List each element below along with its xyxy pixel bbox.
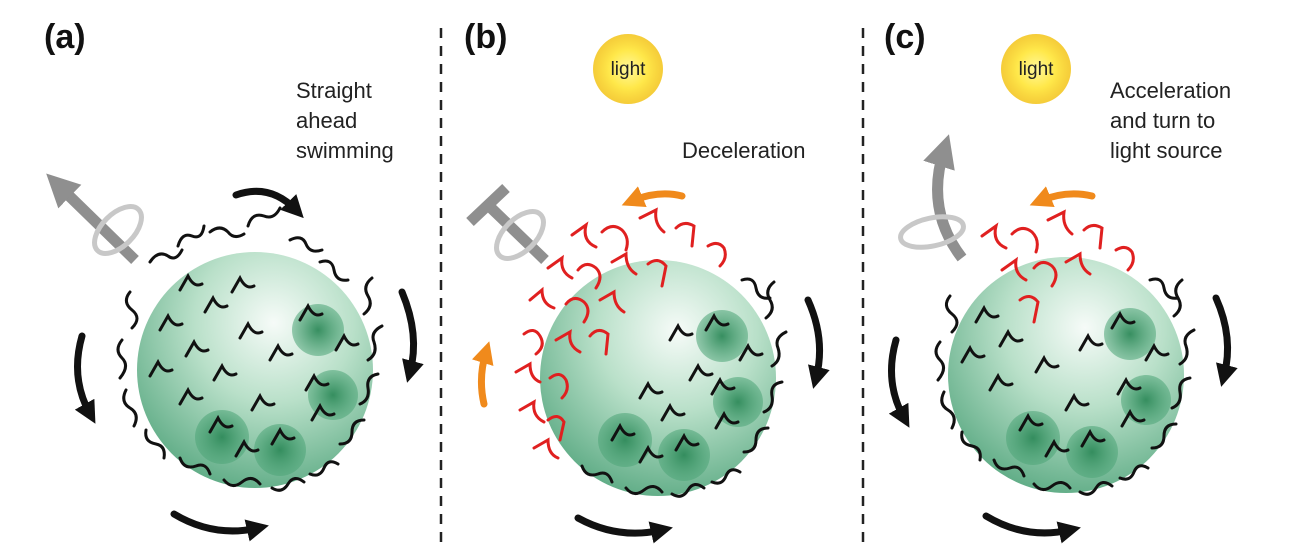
rotation-arrow: [982, 512, 1081, 544]
caption-line: Acceleration: [1110, 78, 1231, 103]
counter-rotation-arrow: [621, 186, 686, 207]
panel-label: (c): [884, 18, 926, 56]
rotation-ring: [494, 209, 546, 261]
turning-axis-arrow: [898, 134, 967, 262]
caption-line: and turn to: [1110, 108, 1215, 133]
light-label: light: [611, 59, 647, 80]
flagella-reversed: [514, 207, 727, 460]
light-label: light: [1019, 59, 1055, 80]
volvox-colony: [137, 252, 373, 488]
caption-line: Straight: [296, 78, 372, 103]
daughter-colony: [195, 410, 249, 464]
rotation-arrows: [74, 187, 424, 542]
rotation-arrow: [74, 332, 96, 424]
caption-line: Deceleration: [682, 138, 806, 163]
flagella-normal: [116, 206, 384, 492]
daughter-colony: [292, 304, 344, 356]
panel-b: (b) light Deceleration: [464, 18, 830, 544]
swimming-axis-arrow: [46, 173, 144, 264]
counter-rotation-arrow: [472, 341, 494, 408]
light-source: light: [1001, 34, 1071, 104]
rotation-arrow: [1212, 294, 1238, 387]
rotation-ring: [898, 214, 966, 250]
daughter-colony: [696, 310, 748, 362]
volvox-colony: [948, 257, 1184, 493]
swimming-axis-brake: [466, 184, 549, 264]
rotation-arrow: [804, 296, 830, 389]
rotation-arrows: [472, 186, 830, 544]
daughter-colony: [658, 429, 710, 481]
flagella-reversed: [980, 209, 1135, 324]
rotation-arrows: [888, 186, 1238, 544]
rotation-arrow: [398, 288, 424, 383]
flagella-normal: [934, 277, 1196, 496]
rotation-ring: [92, 204, 144, 256]
volvox-colony: [540, 260, 776, 496]
flagella-normal: [580, 277, 788, 498]
caption-line: ahead: [296, 108, 357, 133]
panel-label: (b): [464, 18, 507, 56]
daughter-colony: [1104, 308, 1156, 360]
panel-label: (a): [44, 18, 86, 56]
counter-rotation-arrow: [1029, 186, 1096, 207]
rotation-arrow: [170, 510, 269, 542]
daughter-colony: [1006, 411, 1060, 465]
caption-line: light source: [1110, 138, 1223, 163]
panel-a: (a) Straight ahead swimming: [44, 18, 424, 542]
caption-line: swimming: [296, 138, 394, 163]
panel-c: (c) light Acceleration and turn to light…: [884, 18, 1238, 544]
rotation-arrow: [574, 514, 673, 544]
light-source: light: [593, 34, 663, 104]
daughter-colony: [598, 413, 652, 467]
rotation-arrow: [888, 336, 910, 428]
rotation-arrow: [232, 187, 304, 219]
